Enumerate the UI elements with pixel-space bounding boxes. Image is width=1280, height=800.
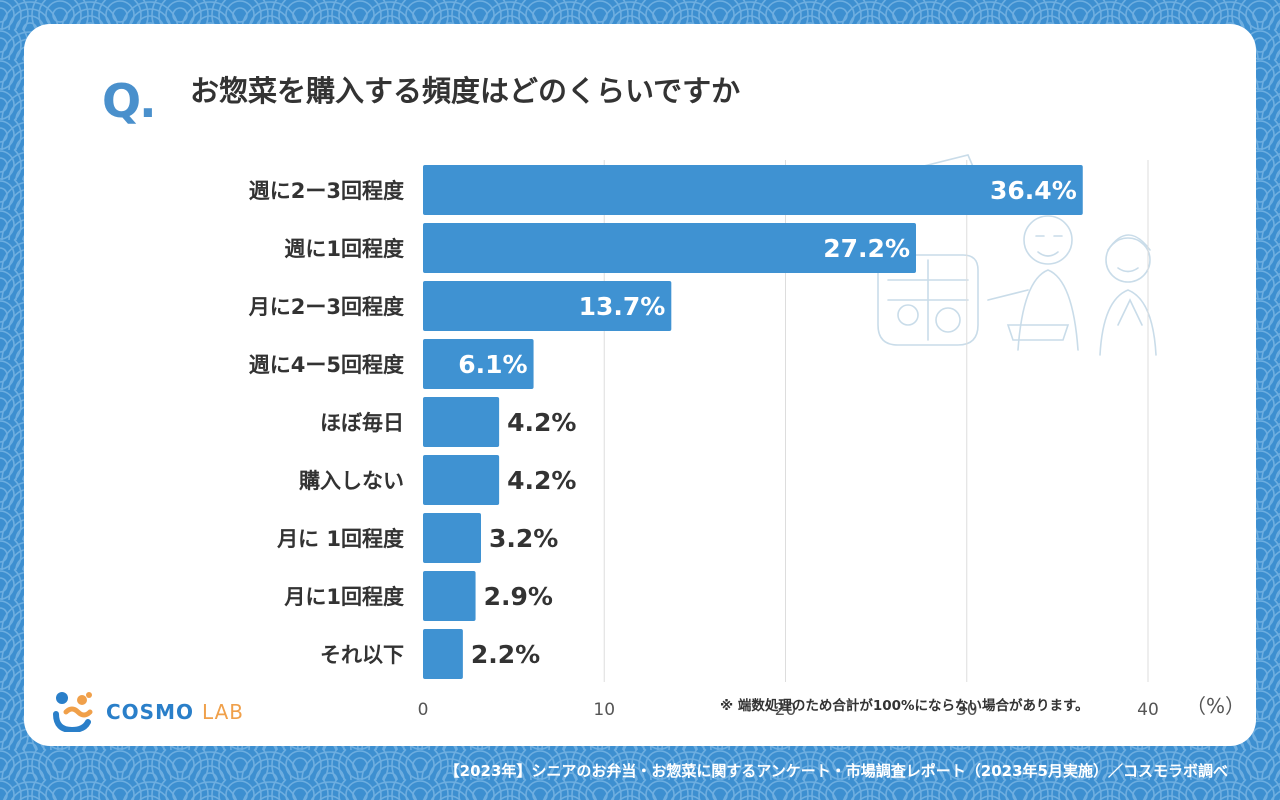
category-label: 月に 1回程度 [276,527,404,551]
content-card [24,24,1256,746]
bar [423,571,476,621]
bar [423,629,463,679]
category-label: それ以下 [320,643,404,667]
category-label: 週に1回程度 [284,237,404,261]
data-label: 6.1% [458,350,527,379]
logo-wordmark: COSMO LAB [106,700,244,724]
source-footer: 【2023年】シニアのお弁当・お惣菜に関するアンケート・市場調査レポート（202… [444,762,1228,780]
bar [423,455,500,505]
bar [423,397,500,447]
category-label: 週に2ー3回程度 [249,179,404,203]
logo-main-text: COSMO [106,700,194,724]
data-label: 2.2% [471,640,540,669]
data-label: 3.2% [489,524,558,553]
data-label: 4.2% [507,408,576,437]
x-tick-label: 10 [593,700,615,720]
axis-unit-label: （%） [1186,694,1246,718]
data-label: 4.2% [507,466,576,495]
category-label: 月に2ー3回程度 [248,295,404,319]
bar [423,165,1083,215]
x-tick-label: 40 [1137,700,1159,720]
question-mark-label: Q. [102,74,157,128]
bar [423,223,916,273]
bar [423,513,481,563]
x-tick-label: 20 [775,700,797,720]
cosmo-lab-logo-icon [53,692,93,732]
x-tick-label: 30 [956,700,978,720]
question-title: お惣菜を購入する頻度はどのくらいですか [190,74,741,108]
rounding-note: ※ 端数処理のため合計が100%にならない場合があります。 [720,698,1089,714]
x-tick-label: 0 [418,700,429,720]
logo-sub-text: LAB [201,700,244,724]
category-label: 月に1回程度 [283,585,404,609]
category-label: ほぼ毎日 [320,411,404,435]
category-label: 週に4ー5回程度 [249,353,404,377]
data-label: 13.7% [579,292,666,321]
bar [423,339,534,389]
data-label: 2.9% [484,582,553,611]
bar [423,281,672,331]
data-label: 27.2% [823,234,910,263]
category-label: 購入しない [298,469,404,493]
data-label: 36.4% [990,176,1077,205]
